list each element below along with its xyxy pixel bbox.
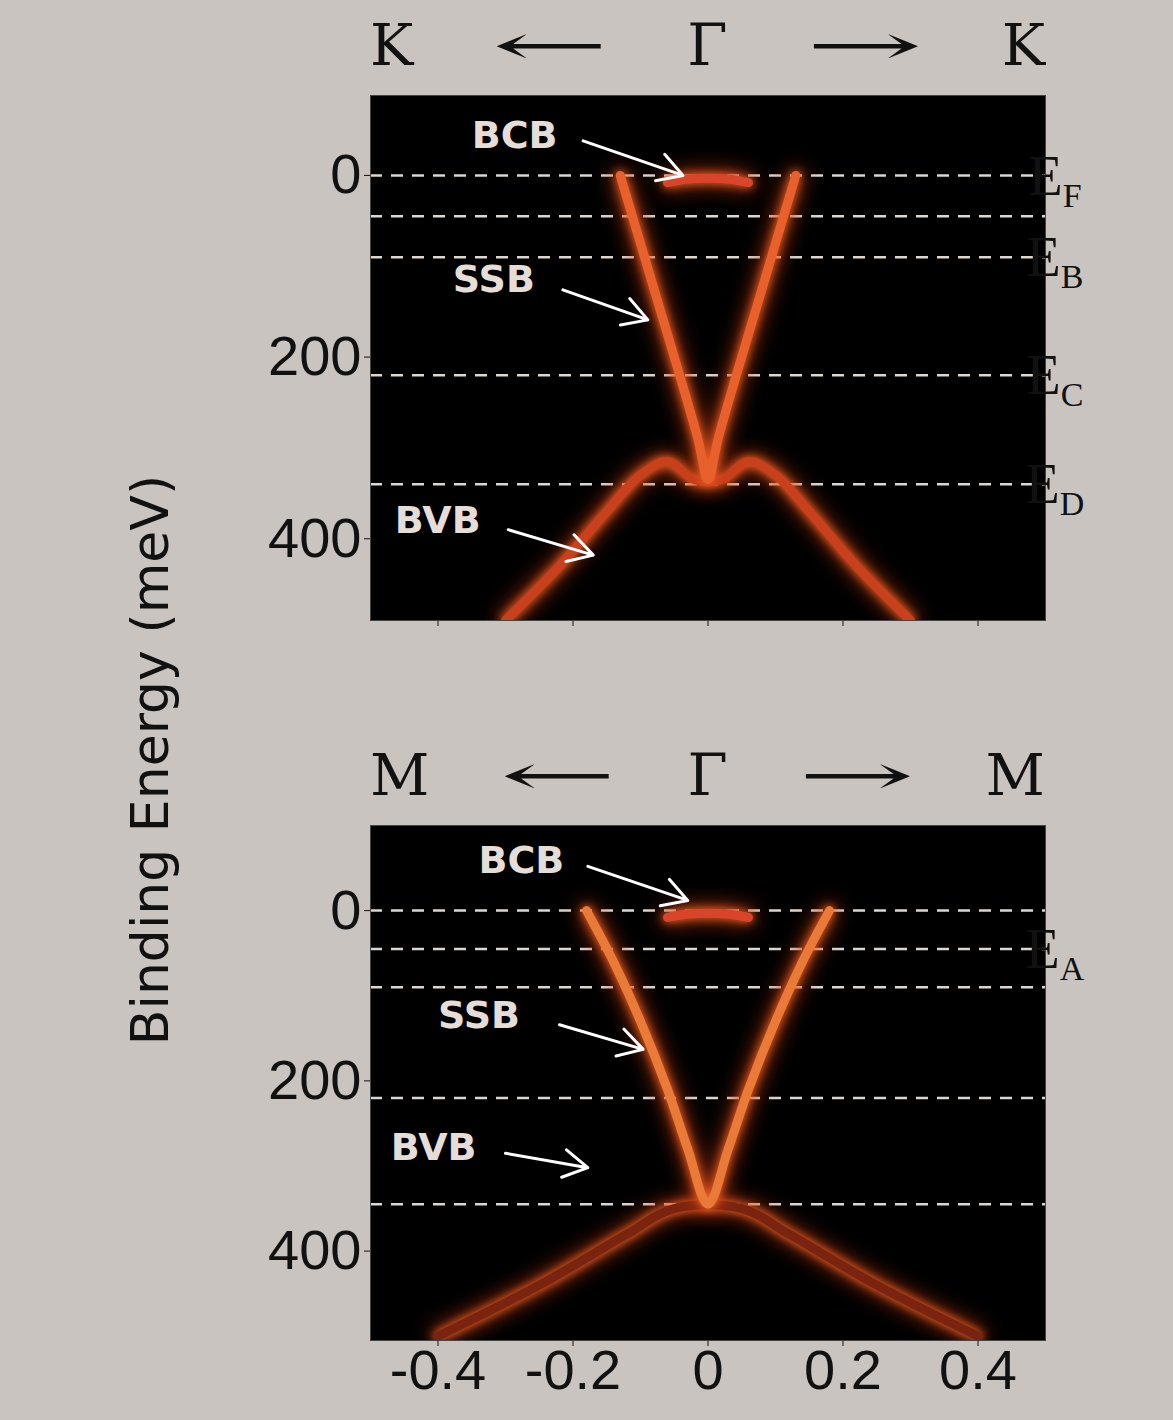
svg-text:ED: ED [1026,453,1085,522]
svg-text:400: 400 [268,506,361,569]
svg-text:200: 200 [268,1048,361,1111]
html-text:K: K [370,11,414,79]
svg-text:BVB: BVB [391,1125,477,1169]
html-text:Binding Energy (meV): Binding Energy (meV) [120,474,180,1046]
svg-text:0.4: 0.4 [939,1338,1017,1401]
svg-text:-0.4: -0.4 [390,1338,487,1401]
html-text:Γ: Γ [687,741,728,809]
svg-text:BCB: BCB [479,838,565,882]
svg-text:0: 0 [330,878,361,941]
html-text:Γ: Γ [687,11,728,79]
svg-text:400: 400 [268,1218,361,1281]
svg-text:SSB: SSB [438,993,520,1037]
svg-text:-0.2: -0.2 [525,1338,622,1401]
svg-text:SSB: SSB [453,257,535,301]
svg-text:EF: EF [1028,145,1081,214]
svg-text:200: 200 [268,324,361,387]
svg-text:0: 0 [692,1338,723,1401]
svg-text:BCB: BCB [472,113,558,157]
svg-text:BVB: BVB [395,498,481,542]
html-text:M: M [985,741,1045,809]
svg-text:EA: EA [1026,918,1085,987]
svg-text:EB: EB [1027,226,1084,295]
svg-text:0.2: 0.2 [804,1338,882,1401]
svg-text:EC: EC [1027,344,1084,413]
svg-text:0: 0 [330,142,361,205]
html-text:M: M [370,741,430,809]
html-text:K: K [1001,11,1045,79]
